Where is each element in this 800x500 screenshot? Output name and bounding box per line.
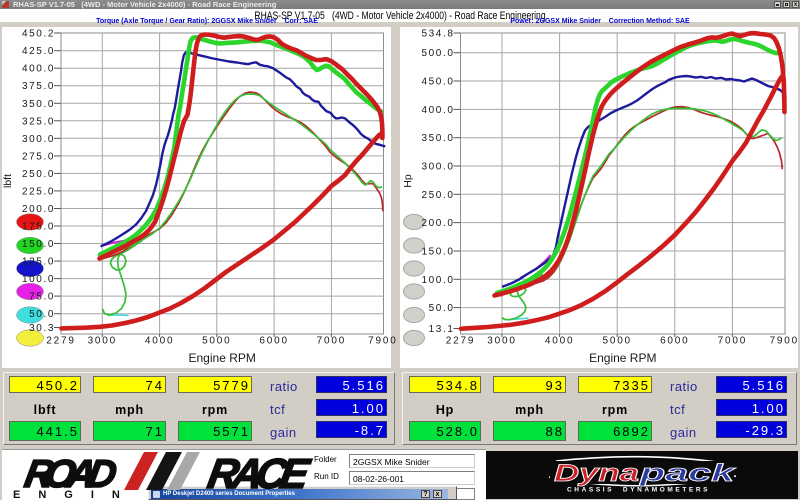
svg-text:2279: 2279 xyxy=(46,336,75,347)
svg-text:450.2: 450.2 xyxy=(22,29,55,40)
svg-text:30.3: 30.3 xyxy=(29,323,55,334)
svg-text:400.0: 400.0 xyxy=(22,64,55,75)
svg-text:Hp: Hp xyxy=(402,174,414,188)
svg-text:100.0: 100.0 xyxy=(421,275,454,286)
svg-text:CHASSIS DYNAMOMETERS: CHASSIS DYNAMOMETERS xyxy=(567,487,710,494)
svg-text:400.0: 400.0 xyxy=(421,105,454,116)
svg-text:pack: pack xyxy=(638,460,737,487)
svg-text:lbft: lbft xyxy=(2,174,14,188)
svg-text:425.0: 425.0 xyxy=(22,46,55,57)
svg-text:325.0: 325.0 xyxy=(22,116,55,127)
svg-text:Engine RPM: Engine RPM xyxy=(189,351,256,365)
svg-text:5000: 5000 xyxy=(202,336,231,347)
svg-text:350.0: 350.0 xyxy=(22,99,55,110)
svg-text:125.0: 125.0 xyxy=(22,257,55,268)
svg-text:2279: 2279 xyxy=(446,336,475,347)
svg-text:300.0: 300.0 xyxy=(22,134,55,145)
svg-text:275.0: 275.0 xyxy=(22,151,55,162)
svg-text:534.8: 534.8 xyxy=(421,29,454,40)
svg-text:350.0: 350.0 xyxy=(421,133,454,144)
svg-text:ROAD: ROAD xyxy=(21,452,120,496)
svg-text:4000: 4000 xyxy=(545,336,574,347)
svg-text:200.0: 200.0 xyxy=(421,218,454,229)
svg-text:175.0: 175.0 xyxy=(22,222,55,233)
svg-text:13.1: 13.1 xyxy=(429,324,455,335)
svg-text:5000: 5000 xyxy=(602,336,631,347)
svg-text:ENGIN: ENGIN xyxy=(13,489,138,500)
svg-text:3000: 3000 xyxy=(88,336,117,347)
svg-text:7000: 7000 xyxy=(718,336,747,347)
svg-text:6000: 6000 xyxy=(660,336,689,347)
svg-text:250.0: 250.0 xyxy=(421,190,454,201)
svg-text:7900: 7900 xyxy=(368,336,397,347)
svg-text:500.0: 500.0 xyxy=(421,48,454,59)
svg-text:100.0: 100.0 xyxy=(22,274,55,285)
svg-text:200.0: 200.0 xyxy=(22,204,55,215)
svg-text:225.0: 225.0 xyxy=(22,186,55,197)
svg-text:RACE: RACE xyxy=(204,450,314,497)
svg-text:250.0: 250.0 xyxy=(22,169,55,180)
svg-text:50.0: 50.0 xyxy=(29,309,55,320)
svg-text:4000: 4000 xyxy=(145,336,174,347)
svg-text:3000: 3000 xyxy=(487,336,516,347)
svg-text:Dyna: Dyna xyxy=(554,460,639,487)
svg-text:Engine RPM: Engine RPM xyxy=(589,351,656,365)
svg-text:50.0: 50.0 xyxy=(429,303,455,314)
svg-text:300.0: 300.0 xyxy=(421,162,454,173)
svg-text:375.0: 375.0 xyxy=(22,81,55,92)
svg-text:7000: 7000 xyxy=(317,336,346,347)
svg-text:6000: 6000 xyxy=(259,336,288,347)
svg-text:75.0: 75.0 xyxy=(29,292,55,303)
svg-text:150.0: 150.0 xyxy=(22,239,55,250)
svg-text:7900: 7900 xyxy=(770,336,799,347)
svg-text:150.0: 150.0 xyxy=(421,247,454,258)
svg-text:450.0: 450.0 xyxy=(421,77,454,88)
